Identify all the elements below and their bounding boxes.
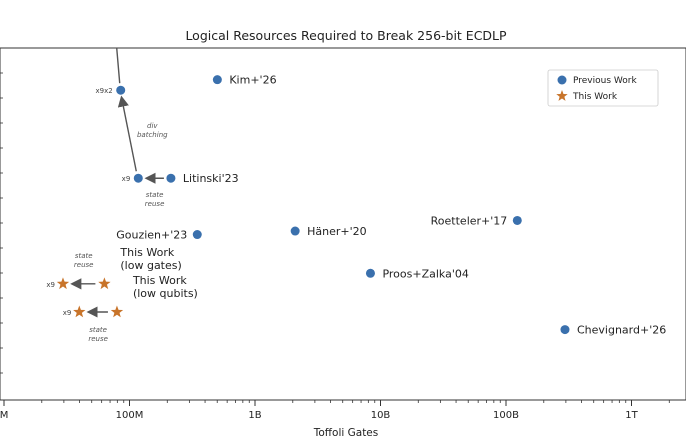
data-point-circle (560, 325, 570, 335)
x-axis-label: Toffoli Gates (313, 427, 379, 439)
point-label: Litinski'23 (183, 172, 239, 185)
variant-point-circle (133, 173, 143, 183)
point-label: (low gates) (120, 259, 181, 272)
x-tick-label: M (0, 410, 8, 421)
x-tick-label: 100M (116, 410, 144, 421)
annotation-note: div (147, 122, 158, 130)
point-label: Kim+'26 (229, 74, 276, 87)
point-label: Proos+Zalka'04 (382, 267, 468, 280)
multiplier-label: x9 (122, 175, 131, 183)
legend-star-icon (556, 90, 568, 101)
annotation-note: reuse (145, 200, 165, 208)
data-point-circle (365, 268, 375, 278)
point-label: This Work (119, 246, 174, 259)
data-point-star (98, 277, 111, 290)
legend-circle-icon (557, 75, 567, 85)
arrows (70, 47, 164, 318)
transition-line (116, 47, 121, 84)
data-point-circle (166, 173, 176, 183)
annotation-note: batching (137, 131, 168, 139)
variant-point-star (73, 305, 86, 318)
data-point-circle (290, 226, 300, 236)
x-tick-label: 1B (248, 410, 261, 421)
multiplier-label: x9 (63, 309, 72, 317)
point-label: This Work (132, 274, 187, 287)
point-label: Häner+'20 (307, 225, 367, 238)
legend-label-this: This Work (572, 92, 618, 102)
annotation-note: reuse (88, 335, 108, 343)
annotation-note: state (75, 252, 93, 260)
x-tick-label: 10B (371, 410, 391, 421)
annotation-note: state (146, 191, 164, 199)
data-point-circle (512, 215, 522, 225)
point-label: Chevignard+'26 (577, 324, 666, 337)
chart-title: Logical Resources Required to Break 256-… (185, 28, 507, 43)
point-label: (low qubits) (133, 287, 198, 300)
legend-box (547, 69, 659, 107)
x-tick-label: 100B (493, 410, 519, 421)
annotation-note: state (89, 326, 107, 334)
x-tick-label: 1T (625, 410, 638, 421)
plot-area (0, 47, 686, 401)
multiplier-label: x9x2 (96, 87, 113, 95)
legend-label-previous: Previous Work (573, 76, 637, 86)
data-point-circle (192, 230, 202, 240)
transition-arrow (117, 95, 137, 172)
data-point-star (110, 305, 124, 318)
points (56, 75, 570, 335)
point-label: Roetteler+'17 (431, 214, 508, 227)
annotation-note: reuse (74, 261, 94, 269)
labels: Kim+'26 Litinski'23 Gouzien+'23 Häner+'20 Ro… (46, 74, 666, 343)
variant-point-star (56, 277, 70, 290)
multiplier-label: x9 (46, 281, 55, 289)
point-label: Gouzien+'23 (116, 229, 187, 242)
major-ticks: M 100M 1B 10B 100B 1T (0, 400, 639, 421)
legend: Previous Work This Work (547, 69, 659, 107)
data-point-circle (212, 75, 222, 85)
minor-ticks (0, 72, 670, 403)
variant-point-circle (116, 85, 126, 95)
